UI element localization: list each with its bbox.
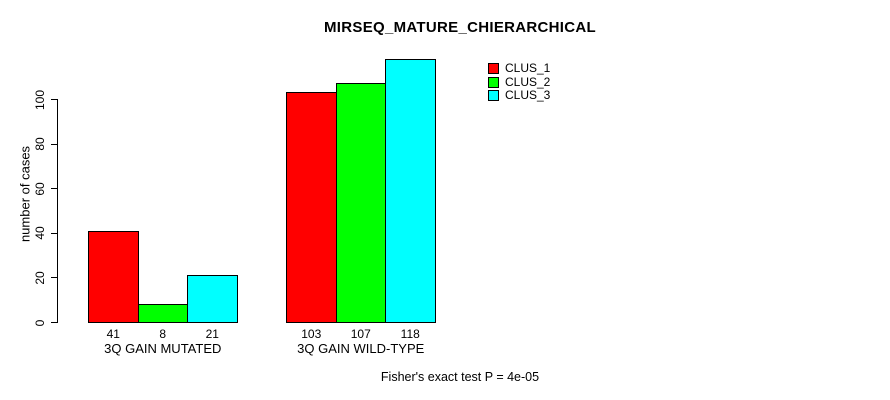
legend-swatch-icon: [488, 90, 499, 102]
bar-clus_3-group2: [385, 58, 436, 323]
y-axis-tick-label: 40: [33, 226, 47, 240]
legend-label: CLUS_2: [505, 74, 551, 89]
bar-value-label: 21: [205, 327, 219, 341]
bar-value-label: 8: [159, 327, 167, 341]
legend-item-clus_3: CLUS_3: [488, 88, 551, 103]
category-label: 3Q GAIN MUTATED: [104, 341, 222, 356]
bar-clus_2-group1: [137, 304, 188, 323]
bar-value-label: 103: [301, 327, 322, 341]
bar-clus_3-group1: [187, 275, 238, 323]
y-axis-tick: [51, 99, 57, 100]
y-axis-tick: [51, 188, 57, 190]
bar-value-label: 41: [106, 327, 120, 341]
bar-value-label: 107: [350, 327, 371, 341]
footnote: Fisher's exact test P = 4e-05: [380, 370, 540, 384]
y-axis-line: [57, 99, 58, 323]
y-axis-tick-label: 20: [33, 271, 47, 285]
y-axis-tick-label: 100: [33, 89, 47, 110]
legend-label: CLUS_1: [505, 61, 551, 76]
legend-swatch-icon: [488, 63, 499, 75]
legend-swatch-icon: [488, 76, 499, 88]
y-axis-tick: [51, 143, 57, 145]
legend-item-clus_2: CLUS_2: [488, 74, 551, 89]
bar-clus_1-group2: [286, 92, 337, 323]
legend-item-clus_1: CLUS_1: [488, 61, 551, 76]
y-axis-tick: [51, 322, 57, 323]
legend-label: CLUS_3: [505, 88, 551, 103]
bar-clus_1-group1: [88, 230, 139, 323]
y-axis-title: number of cases: [17, 145, 33, 243]
y-axis-tick-label: 60: [33, 182, 47, 196]
category-label: 3Q GAIN WILD-TYPE: [297, 341, 425, 356]
y-axis-tick-label: 0: [33, 319, 47, 326]
bar-value-label: 118: [400, 327, 420, 341]
y-axis-tick: [51, 232, 57, 234]
y-axis-tick-label: 80: [33, 137, 47, 151]
legend: CLUS_1 CLUS_2 CLUS_3: [488, 61, 551, 103]
bar-clus_2-group2: [335, 83, 386, 323]
y-axis-tick: [51, 277, 57, 279]
chart-title: MIRSEQ_MATURE_CHIERARCHICAL: [324, 19, 596, 36]
